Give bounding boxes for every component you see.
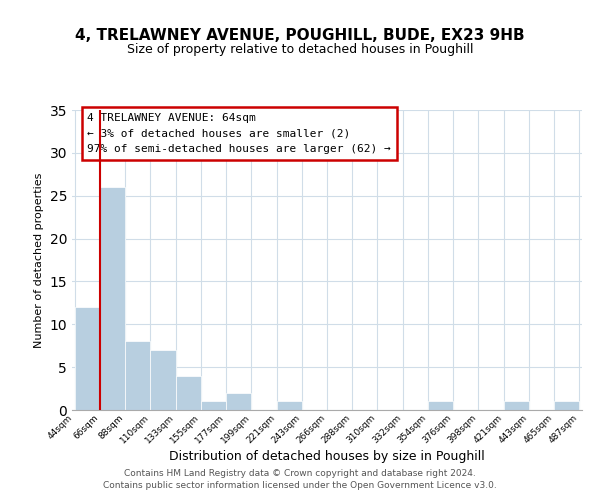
Bar	[100, 187, 125, 410]
Bar	[150, 350, 176, 410]
Bar	[277, 402, 302, 410]
Y-axis label: Number of detached properties: Number of detached properties	[34, 172, 44, 348]
Bar	[428, 402, 453, 410]
Bar	[74, 307, 100, 410]
Bar	[125, 342, 150, 410]
Bar	[176, 376, 201, 410]
Text: 4, TRELAWNEY AVENUE, POUGHILL, BUDE, EX23 9HB: 4, TRELAWNEY AVENUE, POUGHILL, BUDE, EX2…	[75, 28, 525, 42]
Bar	[226, 393, 251, 410]
Text: Contains public sector information licensed under the Open Government Licence v3: Contains public sector information licen…	[103, 481, 497, 490]
Text: Size of property relative to detached houses in Poughill: Size of property relative to detached ho…	[127, 42, 473, 56]
Bar	[504, 402, 529, 410]
X-axis label: Distribution of detached houses by size in Poughill: Distribution of detached houses by size …	[169, 450, 485, 464]
Bar	[554, 402, 580, 410]
Bar	[201, 402, 226, 410]
Text: Contains HM Land Registry data © Crown copyright and database right 2024.: Contains HM Land Registry data © Crown c…	[124, 468, 476, 477]
Text: 4 TRELAWNEY AVENUE: 64sqm
← 3% of detached houses are smaller (2)
97% of semi-de: 4 TRELAWNEY AVENUE: 64sqm ← 3% of detach…	[88, 113, 391, 154]
